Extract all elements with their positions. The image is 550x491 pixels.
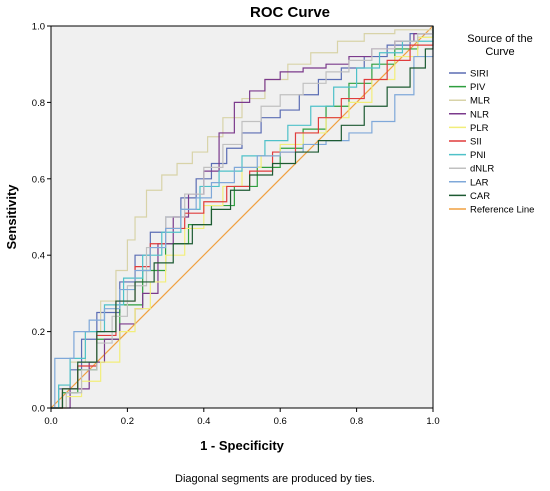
x-axis-title: 1 - Specificity bbox=[200, 438, 285, 453]
legend-title-line-1: Source of the bbox=[467, 33, 532, 45]
legend-label-mlr: MLR bbox=[470, 96, 490, 107]
y-tick-label: 0.2 bbox=[32, 327, 45, 338]
roc-curve-dnlr bbox=[51, 26, 434, 409]
roc-curve-car bbox=[51, 26, 434, 409]
legend-title-line-2: Curve bbox=[485, 46, 514, 58]
legend-label-siri: SIRI bbox=[470, 69, 488, 80]
roc-curve-plr bbox=[51, 26, 434, 409]
chart-title: ROC Curve bbox=[250, 4, 330, 21]
y-tick-label: 1.0 bbox=[32, 22, 45, 33]
x-tick-label: 1.0 bbox=[426, 416, 439, 427]
y-tick-label: 0.6 bbox=[32, 174, 45, 185]
x-tick-label: 0.6 bbox=[274, 416, 287, 427]
series-layer bbox=[50, 25, 434, 409]
legend-label-sii: SII bbox=[470, 137, 482, 148]
tick-layer: 0.0 0.2 0.4 0.6 0.8 1.0 0.0 0.2 0.4 0.6 0.8 1.0 bbox=[32, 22, 440, 428]
x-tick-label: 0.4 bbox=[197, 416, 210, 427]
legend-label-plr: PLR bbox=[470, 123, 489, 134]
legend-label-nlr: NLR bbox=[470, 109, 489, 120]
roc-curve-reference-line bbox=[50, 25, 434, 409]
legend-items: SIRI PIV MLR NLR PLR SII PNI dNLR LAR CAR Referenc… bbox=[449, 69, 534, 216]
y-axis-title: Sensitivity bbox=[4, 184, 19, 250]
legend-label-lar: LAR bbox=[470, 177, 489, 188]
roc-curve-lar bbox=[51, 26, 434, 409]
legend-label-piv: PIV bbox=[470, 82, 486, 93]
roc-curve-sii bbox=[51, 26, 434, 409]
legend-label-dnlr: dNLR bbox=[470, 164, 494, 175]
x-tick-label: 0.2 bbox=[121, 416, 134, 427]
roc-curve-pni bbox=[51, 26, 434, 409]
y-tick-label: 0.4 bbox=[32, 251, 45, 262]
legend: Source of the Curve SIRI PIV MLR NLR PLR SII P… bbox=[449, 33, 534, 216]
y-tick-label: 0.0 bbox=[32, 404, 45, 415]
x-tick-label: 0.0 bbox=[44, 416, 57, 427]
x-tick-label: 0.8 bbox=[350, 416, 363, 427]
y-tick-label: 0.8 bbox=[32, 98, 45, 109]
legend-label-reference-line: Reference Line bbox=[470, 205, 534, 216]
plot-frame bbox=[50, 25, 434, 409]
legend-label-pni: PNI bbox=[470, 150, 486, 161]
legend-label-car: CAR bbox=[470, 191, 490, 202]
footnote: Diagonal segments are produced by ties. bbox=[175, 473, 375, 485]
